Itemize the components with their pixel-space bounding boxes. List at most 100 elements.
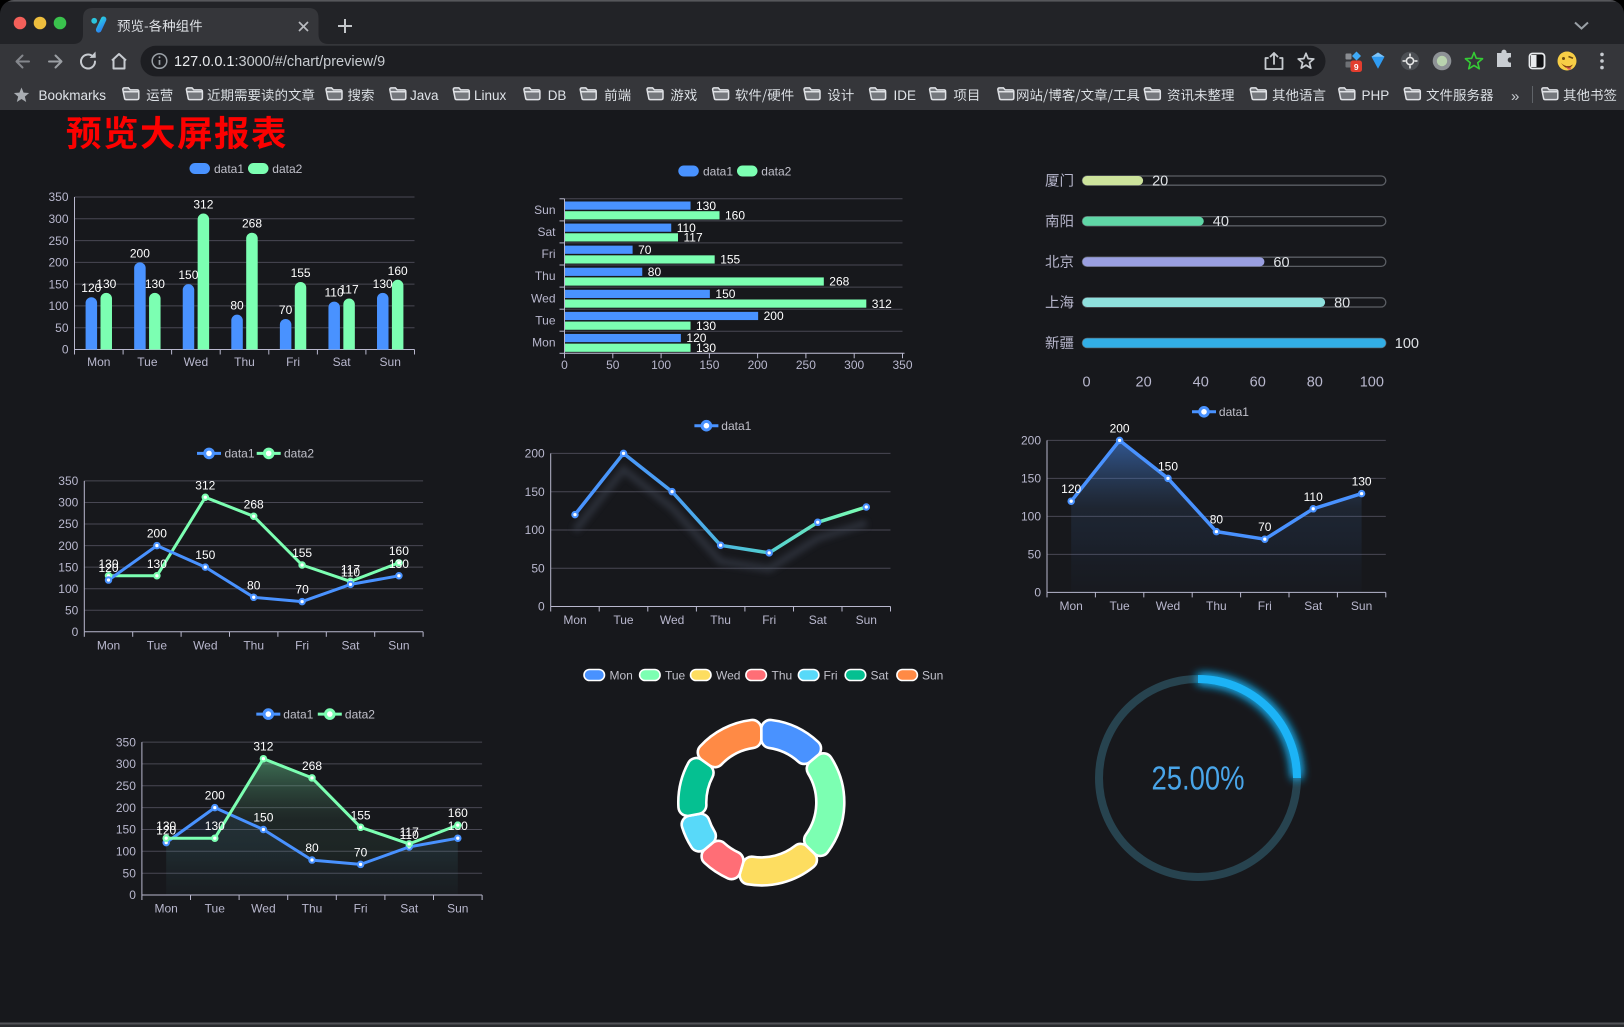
svg-text:80: 80	[1334, 295, 1350, 311]
svg-text:127.0.0.1:3000/#/chart/preview: 127.0.0.1:3000/#/chart/preview/9	[174, 54, 385, 70]
svg-text:Java: Java	[410, 88, 439, 103]
svg-text:Sun: Sun	[856, 613, 877, 627]
svg-text:120: 120	[81, 281, 101, 295]
svg-text:160: 160	[389, 544, 409, 558]
svg-text:»: »	[1511, 88, 1519, 105]
svg-text:130: 130	[147, 557, 167, 571]
svg-text:130: 130	[145, 277, 165, 291]
svg-text:Fri: Fri	[286, 355, 300, 369]
svg-text:60: 60	[1273, 255, 1289, 271]
svg-text:200: 200	[525, 447, 545, 461]
svg-text:40: 40	[1213, 214, 1229, 230]
svg-text:312: 312	[193, 198, 213, 212]
svg-text:data1: data1	[225, 447, 255, 461]
svg-text:Tue: Tue	[205, 902, 226, 916]
svg-text:40: 40	[1193, 375, 1209, 391]
svg-text:Sat: Sat	[1304, 599, 1323, 613]
svg-text:150: 150	[178, 268, 198, 282]
svg-text:350: 350	[58, 474, 78, 488]
svg-text:200: 200	[48, 256, 68, 270]
svg-text:Sun: Sun	[380, 355, 401, 369]
svg-text:80: 80	[1307, 375, 1323, 391]
svg-text:150: 150	[48, 277, 68, 291]
svg-text:data1: data1	[703, 164, 733, 178]
svg-text:110: 110	[1304, 490, 1323, 504]
svg-text:Sat: Sat	[809, 613, 828, 627]
svg-text:350: 350	[892, 358, 912, 372]
svg-text:Sat: Sat	[871, 668, 890, 682]
svg-text:200: 200	[147, 527, 167, 541]
svg-text:100: 100	[58, 582, 78, 596]
svg-text:100: 100	[1021, 510, 1041, 524]
svg-text:Tue: Tue	[137, 355, 158, 369]
svg-text:268: 268	[829, 275, 849, 289]
svg-text:20: 20	[1136, 375, 1152, 391]
svg-text:200: 200	[1021, 434, 1041, 448]
svg-text:Wed: Wed	[531, 291, 555, 305]
svg-text:80: 80	[648, 265, 662, 279]
svg-text:350: 350	[48, 190, 68, 204]
svg-text:IDE: IDE	[894, 88, 917, 103]
svg-text:Thu: Thu	[772, 668, 793, 682]
svg-text:80: 80	[230, 299, 244, 313]
svg-text:130: 130	[98, 557, 118, 571]
svg-text:100: 100	[48, 299, 68, 313]
svg-text:155: 155	[292, 546, 312, 560]
svg-text:70: 70	[279, 303, 293, 317]
svg-text:0: 0	[129, 888, 136, 902]
svg-text:160: 160	[725, 209, 745, 223]
svg-text:150: 150	[699, 358, 719, 372]
svg-text:data1: data1	[721, 419, 751, 433]
svg-text:200: 200	[58, 539, 78, 553]
svg-text:150: 150	[116, 823, 136, 837]
svg-text:data2: data2	[761, 164, 791, 178]
svg-text:200: 200	[205, 789, 225, 803]
svg-text:120: 120	[686, 331, 706, 345]
svg-text:Mon: Mon	[155, 902, 178, 916]
svg-text:110: 110	[400, 828, 419, 842]
svg-text:150: 150	[715, 287, 735, 301]
svg-text:Fri: Fri	[1258, 599, 1272, 613]
svg-text:150: 150	[58, 560, 78, 574]
svg-text:150: 150	[1021, 472, 1041, 486]
svg-text:150: 150	[1158, 459, 1178, 473]
svg-text:Sat: Sat	[400, 902, 419, 916]
svg-text:Tue: Tue	[147, 638, 168, 652]
svg-text:80: 80	[305, 841, 319, 855]
svg-text:data2: data2	[272, 162, 302, 176]
svg-text:Sat: Sat	[537, 225, 556, 239]
svg-text:300: 300	[58, 496, 78, 510]
svg-text:20: 20	[1152, 174, 1168, 190]
svg-text:PHP: PHP	[1362, 88, 1390, 103]
svg-text:155: 155	[351, 808, 371, 822]
svg-text:Wed: Wed	[184, 355, 208, 369]
svg-text:Tue: Tue	[613, 613, 634, 627]
svg-text:130: 130	[96, 277, 116, 291]
svg-text:110: 110	[341, 565, 360, 579]
svg-text:130: 130	[696, 319, 716, 333]
svg-text:Fri: Fri	[762, 613, 776, 627]
svg-text:Thu: Thu	[710, 613, 731, 627]
svg-text:9: 9	[1354, 62, 1359, 72]
svg-text:150: 150	[253, 811, 273, 825]
svg-text:70: 70	[295, 583, 309, 597]
svg-text:Thu: Thu	[1206, 599, 1227, 613]
svg-text:Sun: Sun	[388, 638, 409, 652]
svg-text:70: 70	[638, 243, 652, 257]
svg-text:Fri: Fri	[542, 247, 556, 261]
svg-text:Wed: Wed	[1156, 599, 1180, 613]
svg-text:Tue: Tue	[1109, 599, 1130, 613]
svg-text:100: 100	[116, 845, 136, 859]
svg-text:100: 100	[651, 358, 671, 372]
svg-text:300: 300	[116, 757, 136, 771]
svg-text:Thu: Thu	[234, 355, 255, 369]
svg-text:155: 155	[291, 266, 311, 280]
svg-text:268: 268	[302, 759, 322, 773]
svg-text:80: 80	[247, 578, 261, 592]
svg-text:0: 0	[1083, 375, 1091, 391]
svg-text:120: 120	[98, 561, 118, 575]
svg-text:Thu: Thu	[535, 269, 556, 283]
svg-text:50: 50	[606, 358, 620, 372]
svg-text:70: 70	[1258, 520, 1272, 534]
svg-text:130: 130	[696, 199, 716, 213]
